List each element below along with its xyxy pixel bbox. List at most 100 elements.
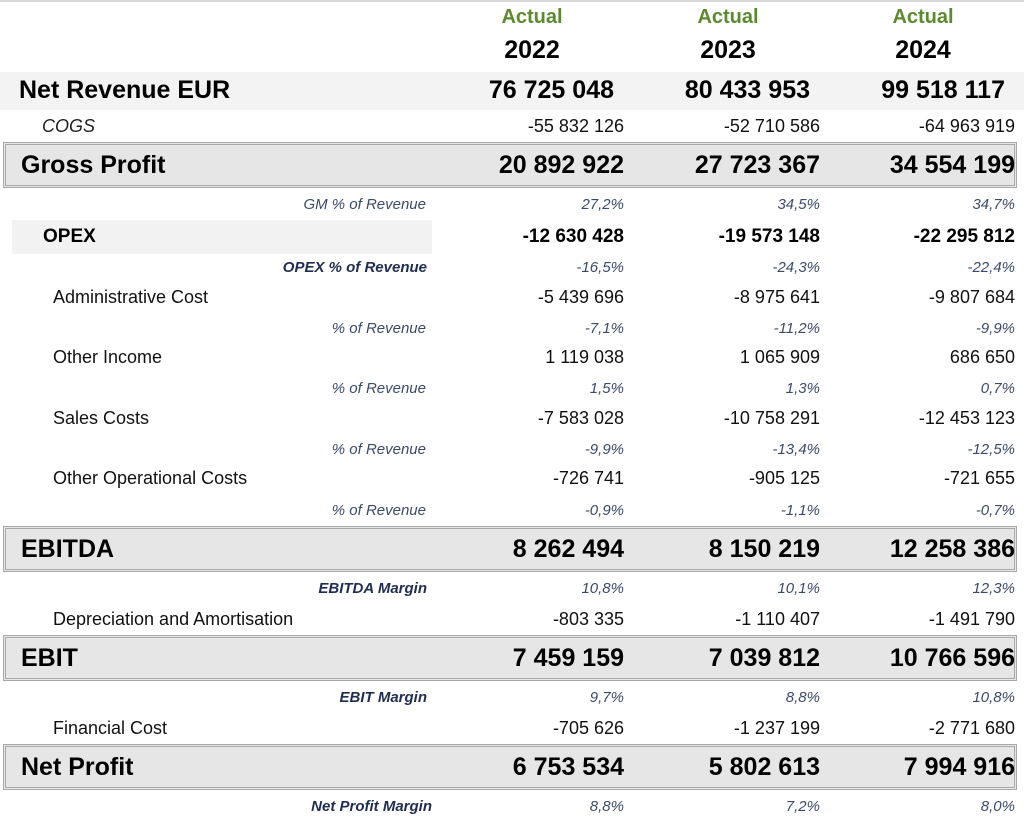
value-2022: -9,9% xyxy=(584,441,624,458)
value-2023: -1 110 407 xyxy=(735,609,820,629)
value-2023: 1 065 909 xyxy=(739,347,820,367)
row-label: Net Revenue EUR xyxy=(19,76,231,104)
row-label: Other Operational Costs xyxy=(53,468,248,488)
top-border xyxy=(0,0,1024,2)
row-label: Net Profit xyxy=(21,753,134,781)
row-label: EBITDA Margin xyxy=(318,580,427,597)
value-2024: -721 655 xyxy=(943,468,1015,488)
ebit-margin-row: EBIT Margin 9,7% 8,8% 10,8% xyxy=(0,689,1024,711)
opex-row-bg xyxy=(12,220,432,254)
scenario-header-row: Actual Actual Actual xyxy=(0,4,1024,34)
value-2022: -16,5% xyxy=(576,259,624,276)
value-2022: 9,7% xyxy=(589,689,624,706)
value-2022: 8,8% xyxy=(589,798,624,815)
row-label: Depreciation and Amortisation xyxy=(53,609,294,629)
row-label: COGS xyxy=(42,116,96,136)
row-label: Gross Profit xyxy=(21,151,166,179)
column-scenario: Actual xyxy=(892,6,954,28)
opex-pct-row: OPEX % of Revenue -16,5% -24,3% -22,4% xyxy=(0,259,1024,281)
net-profit-row: Net Profit 6 753 534 5 802 613 7 994 916 xyxy=(3,744,1017,790)
value-2023: -8 975 641 xyxy=(733,287,820,307)
admin-pct-row: % of Revenue -7,1% -11,2% -9,9% xyxy=(0,320,1024,342)
sales-costs-pct-row: % of Revenue -9,9% -13,4% -12,5% xyxy=(0,441,1024,463)
ebit-row: EBIT 7 459 159 7 039 812 10 766 596 xyxy=(3,635,1017,681)
value-2022: -0,9% xyxy=(584,502,624,519)
admin-cost-row: Administrative Cost -5 439 696 -8 975 64… xyxy=(0,286,1024,312)
row-label: Other Income xyxy=(53,347,163,367)
value-2024: -12,5% xyxy=(967,441,1015,458)
value-2022: -7 583 028 xyxy=(537,408,624,428)
value-2023: 7,2% xyxy=(785,798,820,815)
net-profit-margin-row: Net Profit Margin 8,8% 7,2% 8,0% xyxy=(0,798,1024,820)
year-header-row: 2022 2023 2024 xyxy=(0,36,1024,70)
row-label: % of Revenue xyxy=(331,320,426,337)
value-2023: 34,5% xyxy=(777,196,820,213)
row-label: OPEX % of Revenue xyxy=(282,259,427,276)
value-2024: 34,7% xyxy=(972,196,1015,213)
row-label: EBIT Margin xyxy=(339,689,427,706)
value-2023: 7 039 812 xyxy=(708,644,820,672)
value-2023: -19 573 148 xyxy=(718,226,820,247)
net-revenue-row: Net Revenue EUR 76 725 048 80 433 953 99… xyxy=(0,74,1024,110)
value-2023: -24,3% xyxy=(772,259,820,276)
value-2022: 10,8% xyxy=(581,580,624,597)
sales-costs-row: Sales Costs -7 583 028 -10 758 291 -12 4… xyxy=(0,407,1024,433)
ebitda-row: EBITDA 8 262 494 8 150 219 12 258 386 xyxy=(3,526,1017,572)
value-2024: -2 771 680 xyxy=(928,718,1015,738)
row-label: Administrative Cost xyxy=(53,287,209,307)
value-2023: -11,2% xyxy=(773,320,820,337)
net-revenue-row-bg xyxy=(0,72,1024,110)
cogs-row: COGS -55 832 126 -52 710 586 -64 963 919 xyxy=(0,115,1024,141)
value-2024: 0,7% xyxy=(980,380,1015,397)
column-year: 2022 xyxy=(504,36,560,64)
value-2022: 76 725 048 xyxy=(488,76,614,104)
gm-pct-row: GM % of Revenue 27,2% 34,5% 34,7% xyxy=(0,196,1024,218)
value-2022: -55 832 126 xyxy=(527,116,624,136)
value-2024: 34 554 199 xyxy=(889,151,1015,179)
column-scenario: Actual xyxy=(501,6,563,28)
gross-profit-row: Gross Profit 20 892 922 27 723 367 34 55… xyxy=(3,142,1017,188)
value-2023: 1,3% xyxy=(785,380,820,397)
value-2024: -1 491 790 xyxy=(928,609,1015,629)
row-label: % of Revenue xyxy=(331,380,426,397)
value-2022: 27,2% xyxy=(581,196,624,213)
value-2024: -0,7% xyxy=(975,502,1015,519)
value-2024: 12,3% xyxy=(972,580,1015,597)
value-2023: -1,1% xyxy=(780,502,820,519)
column-year: 2024 xyxy=(895,36,951,64)
value-2023: -13,4% xyxy=(772,441,820,458)
value-2022: 7 459 159 xyxy=(512,644,624,672)
row-label: Financial Cost xyxy=(53,718,168,738)
row-label: EBIT xyxy=(21,644,78,672)
value-2023: 8 150 219 xyxy=(708,535,820,563)
value-2022: -12 630 428 xyxy=(522,226,624,247)
value-2024: 10,8% xyxy=(972,689,1015,706)
row-label: % of Revenue xyxy=(331,502,426,519)
value-2024: -12 453 123 xyxy=(918,408,1015,428)
column-scenario: Actual xyxy=(697,6,759,28)
other-op-costs-row: Other Operational Costs -726 741 -905 12… xyxy=(0,467,1024,493)
value-2024: 686 650 xyxy=(949,347,1015,367)
value-2023: -905 125 xyxy=(748,468,820,488)
financial-cost-row: Financial Cost -705 626 -1 237 199 -2 77… xyxy=(0,717,1024,743)
value-2023: -52 710 586 xyxy=(723,116,820,136)
row-label: Net Profit Margin xyxy=(311,798,432,815)
value-2023: -10 758 291 xyxy=(723,408,820,428)
value-2023: 8,8% xyxy=(785,689,820,706)
value-2024: -22 295 812 xyxy=(913,226,1015,247)
value-2024: 7 994 916 xyxy=(903,753,1015,781)
value-2024: -9,9% xyxy=(975,320,1015,337)
value-2024: 99 518 117 xyxy=(881,76,1005,104)
value-2022: -726 741 xyxy=(552,468,624,488)
row-label: GM % of Revenue xyxy=(303,196,426,213)
value-2022: 8 262 494 xyxy=(512,535,624,563)
opex-row: OPEX -12 630 428 -19 573 148 -22 295 812 xyxy=(0,224,1024,252)
other-income-row: Other Income 1 119 038 1 065 909 686 650 xyxy=(0,346,1024,372)
value-2023: 80 433 953 xyxy=(684,76,810,104)
value-2024: 10 766 596 xyxy=(889,644,1015,672)
column-year: 2023 xyxy=(700,36,756,64)
value-2022: 1 119 038 xyxy=(545,347,624,367)
value-2022: -5 439 696 xyxy=(537,287,624,307)
dep-amort-row: Depreciation and Amortisation -803 335 -… xyxy=(0,608,1024,634)
row-label: Sales Costs xyxy=(53,408,150,428)
